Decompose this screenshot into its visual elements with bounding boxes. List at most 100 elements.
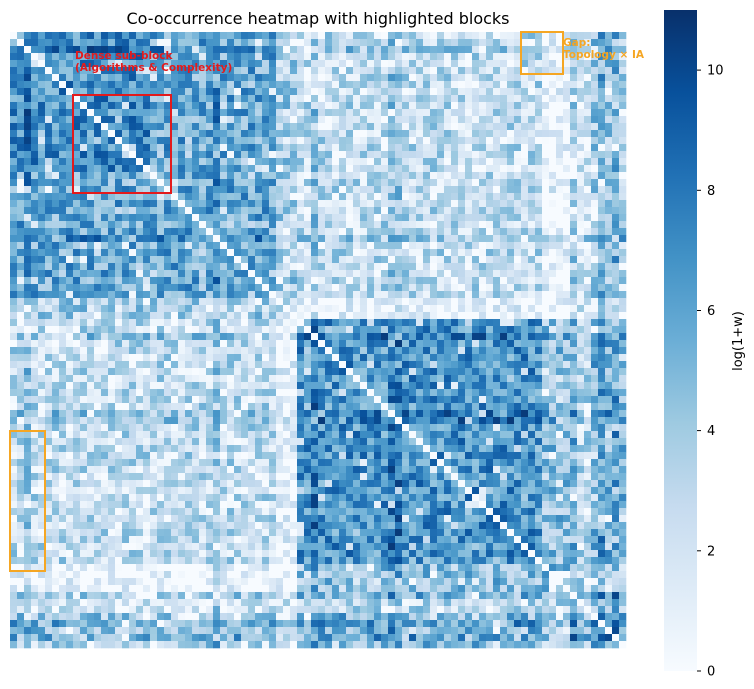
heatmap-cell bbox=[87, 326, 95, 334]
heatmap-cell bbox=[262, 375, 270, 383]
heatmap-cell bbox=[521, 200, 529, 208]
heatmap-cell bbox=[409, 53, 417, 61]
heatmap-cell bbox=[108, 158, 116, 166]
heatmap-cell bbox=[367, 326, 375, 334]
heatmap-cell bbox=[234, 382, 242, 390]
heatmap-cell bbox=[388, 60, 396, 68]
heatmap-cell bbox=[605, 270, 613, 278]
heatmap-cell bbox=[31, 165, 39, 173]
heatmap-cell bbox=[535, 53, 543, 61]
heatmap-cell bbox=[255, 193, 263, 201]
heatmap-cell bbox=[577, 291, 585, 299]
heatmap-cell bbox=[430, 256, 438, 264]
heatmap-cell bbox=[360, 340, 368, 348]
heatmap-cell bbox=[332, 235, 340, 243]
heatmap-cell bbox=[493, 46, 501, 54]
heatmap-cell bbox=[374, 221, 382, 229]
heatmap-cell bbox=[367, 130, 375, 138]
heatmap-cell bbox=[318, 200, 326, 208]
heatmap-cell bbox=[416, 81, 424, 89]
heatmap-cell bbox=[241, 144, 249, 152]
heatmap-cell bbox=[290, 347, 298, 355]
heatmap-cell bbox=[178, 81, 186, 89]
heatmap-cell bbox=[115, 375, 123, 383]
heatmap-cell bbox=[31, 81, 39, 89]
heatmap-cell bbox=[311, 109, 319, 117]
heatmap-cell bbox=[276, 186, 284, 194]
heatmap-cell bbox=[514, 333, 522, 341]
heatmap-cell bbox=[416, 375, 424, 383]
heatmap-cell bbox=[332, 361, 340, 369]
heatmap-cell bbox=[437, 172, 445, 180]
heatmap-cell bbox=[521, 312, 529, 320]
heatmap-cell bbox=[353, 46, 361, 54]
heatmap-cell bbox=[556, 88, 564, 96]
heatmap-cell bbox=[549, 88, 557, 96]
heatmap-cell bbox=[94, 277, 102, 285]
heatmap-cell bbox=[311, 375, 319, 383]
heatmap-cell bbox=[31, 60, 39, 68]
heatmap-cell bbox=[521, 46, 529, 54]
heatmap-cell bbox=[122, 179, 130, 187]
heatmap-cell bbox=[80, 375, 88, 383]
heatmap-cell bbox=[514, 326, 522, 334]
heatmap-cell bbox=[381, 347, 389, 355]
heatmap-cell bbox=[150, 270, 158, 278]
heatmap-cell bbox=[101, 81, 109, 89]
heatmap-cell bbox=[31, 270, 39, 278]
heatmap-cell bbox=[528, 172, 536, 180]
heatmap-cell bbox=[346, 424, 354, 432]
heatmap-cell bbox=[94, 305, 102, 313]
heatmap-cell bbox=[598, 298, 606, 306]
heatmap-cell bbox=[45, 291, 53, 299]
heatmap-cell bbox=[535, 410, 543, 418]
heatmap-cell bbox=[437, 158, 445, 166]
heatmap-cell bbox=[213, 102, 221, 110]
heatmap-cell bbox=[164, 242, 172, 250]
heatmap-cell bbox=[59, 67, 67, 75]
heatmap-cell bbox=[451, 235, 459, 243]
heatmap-cell bbox=[66, 158, 74, 166]
heatmap-cell bbox=[129, 74, 137, 82]
heatmap-cell bbox=[290, 396, 298, 404]
heatmap-cell bbox=[66, 382, 74, 390]
heatmap-cell bbox=[185, 81, 193, 89]
heatmap-cell bbox=[199, 361, 207, 369]
heatmap-cell bbox=[157, 207, 165, 215]
chart-title: Co-occurrence heatmap with highlighted b… bbox=[126, 9, 509, 28]
heatmap-cell bbox=[185, 340, 193, 348]
heatmap-cell bbox=[444, 340, 452, 348]
heatmap-cell bbox=[136, 361, 144, 369]
heatmap-cell bbox=[353, 305, 361, 313]
heatmap-cell bbox=[367, 144, 375, 152]
heatmap-cell bbox=[290, 424, 298, 432]
heatmap-cell bbox=[486, 32, 494, 40]
heatmap-cell bbox=[143, 403, 151, 411]
heatmap-cell bbox=[353, 319, 361, 327]
heatmap-cell bbox=[528, 361, 536, 369]
heatmap-cell bbox=[150, 291, 158, 299]
heatmap-cell bbox=[73, 340, 81, 348]
heatmap-cell bbox=[10, 221, 18, 229]
heatmap-cell bbox=[528, 347, 536, 355]
heatmap-cell bbox=[437, 123, 445, 131]
heatmap-cell bbox=[255, 375, 263, 383]
heatmap-cell bbox=[59, 74, 67, 82]
heatmap-cell bbox=[10, 249, 18, 257]
heatmap-cell bbox=[178, 144, 186, 152]
heatmap-cell bbox=[304, 298, 312, 306]
heatmap-cell bbox=[528, 340, 536, 348]
heatmap-cell bbox=[213, 382, 221, 390]
heatmap-cell bbox=[262, 67, 270, 75]
heatmap-cell bbox=[458, 214, 466, 222]
heatmap-cell bbox=[570, 81, 578, 89]
heatmap-cell bbox=[157, 389, 165, 397]
heatmap-cell bbox=[479, 81, 487, 89]
heatmap-cell bbox=[451, 207, 459, 215]
heatmap-cell bbox=[150, 235, 158, 243]
heatmap-cell bbox=[612, 46, 620, 54]
heatmap-cell bbox=[577, 221, 585, 229]
heatmap-cell bbox=[304, 109, 312, 117]
heatmap-cell bbox=[458, 102, 466, 110]
heatmap-cell bbox=[241, 361, 249, 369]
